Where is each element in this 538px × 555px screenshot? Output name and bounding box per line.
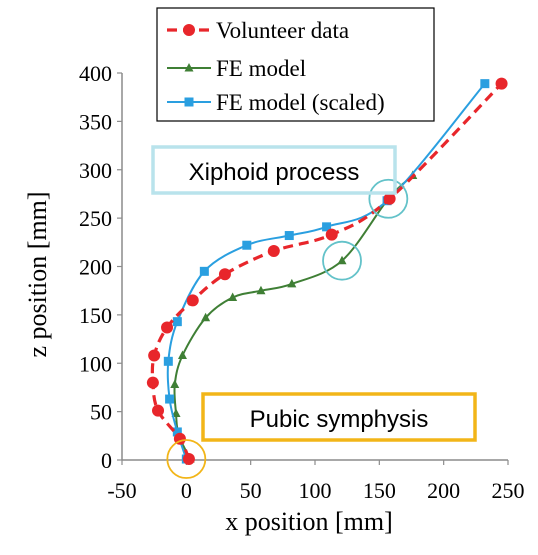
legend-entry-fe-model-scaled: FE model (scaled) bbox=[167, 90, 385, 115]
data-point-fe-model-scaled bbox=[284, 231, 294, 241]
data-point-fe-model-scaled bbox=[172, 427, 182, 437]
legend-label: FE model (scaled) bbox=[216, 90, 385, 115]
data-point-volunteer-data bbox=[186, 294, 199, 307]
data-point-fe-model bbox=[171, 408, 181, 418]
legend-marker bbox=[184, 63, 194, 72]
data-point-volunteer-data bbox=[495, 77, 508, 90]
data-point-fe-model-scaled bbox=[242, 240, 252, 250]
annotation-box bbox=[201, 392, 477, 442]
x-tick-label: 150 bbox=[363, 478, 396, 503]
data-point-volunteer-data bbox=[267, 245, 280, 258]
legend-entry-volunteer-data: Volunteer data bbox=[167, 18, 349, 43]
data-point-volunteer-data bbox=[383, 192, 396, 205]
data-point-fe-model bbox=[256, 285, 266, 295]
data-point-volunteer-data bbox=[325, 228, 338, 241]
y-axis-label: z position [mm] bbox=[23, 191, 52, 357]
data-point-volunteer-data bbox=[182, 453, 195, 466]
x-tick-label: 100 bbox=[299, 478, 332, 503]
x-tick-label: 0 bbox=[181, 478, 192, 503]
y-tick-label: 300 bbox=[79, 158, 112, 183]
series-volunteer-data bbox=[146, 77, 508, 466]
data-point-volunteer-data bbox=[148, 349, 161, 362]
data-point-volunteer-data bbox=[161, 321, 174, 334]
annotation-label: Xiphoid process bbox=[189, 159, 360, 186]
data-point-fe-model-scaled bbox=[163, 356, 173, 366]
data-point-fe-model bbox=[337, 255, 347, 265]
data-point-fe-model bbox=[177, 350, 187, 360]
annotation-layer: Xiphoid process Pubic symphysis bbox=[151, 145, 477, 442]
data-point-fe-model bbox=[287, 278, 297, 288]
highlight-layer bbox=[166, 178, 409, 479]
highlight-circle bbox=[368, 178, 409, 219]
annotation-xiphoid-process: Xiphoid process bbox=[151, 145, 397, 195]
data-point-fe-model-scaled bbox=[199, 266, 209, 276]
x-tick-label: 200 bbox=[427, 478, 460, 503]
y-tick-label: 250 bbox=[79, 206, 112, 231]
series-layer bbox=[146, 77, 508, 466]
highlight-circle bbox=[166, 439, 207, 479]
data-point-volunteer-data bbox=[146, 376, 159, 389]
annotation-pubic-symphysis: Pubic symphysis bbox=[201, 392, 477, 442]
annotation-box bbox=[151, 145, 397, 195]
y-tick-label: 200 bbox=[79, 255, 112, 280]
highlight-circle bbox=[322, 240, 362, 281]
axes-layer: -50 0 50 100 150 200 250 0 50 100 150 200 250 300 350 4… bbox=[23, 61, 525, 536]
y-tick-label: 400 bbox=[79, 61, 112, 86]
data-point-volunteer-data bbox=[218, 268, 231, 281]
y-tick-label: 150 bbox=[79, 303, 112, 328]
data-point-fe-model bbox=[170, 379, 180, 389]
legend-marker bbox=[184, 97, 194, 107]
data-point-fe-model-scaled bbox=[322, 222, 332, 232]
data-point-fe-model bbox=[228, 292, 238, 301]
x-tick-label: 250 bbox=[492, 478, 525, 503]
data-point-fe-model bbox=[201, 312, 211, 322]
x-tick-label: -50 bbox=[107, 478, 136, 503]
data-point-fe-model-scaled bbox=[165, 394, 175, 404]
data-point-fe-model-scaled bbox=[480, 79, 490, 89]
legend-layer: Volunteer data FE model FE model (scaled) bbox=[156, 7, 435, 122]
legend-label: Volunteer data bbox=[216, 18, 349, 43]
x-tick-label: 50 bbox=[240, 478, 262, 503]
y-tick-label: 0 bbox=[101, 448, 112, 473]
y-tick-label: 50 bbox=[90, 400, 112, 425]
data-point-fe-model-scaled bbox=[172, 317, 182, 327]
y-tick-label: 350 bbox=[79, 109, 112, 134]
x-axis-label: x position [mm] bbox=[225, 507, 393, 536]
data-point-volunteer-data bbox=[152, 404, 165, 417]
legend-label: FE model bbox=[216, 56, 306, 81]
legend-entry-fe-model: FE model bbox=[167, 56, 306, 81]
annotation-label: Pubic symphysis bbox=[250, 406, 429, 433]
y-tick-label: 100 bbox=[79, 351, 112, 376]
legend-marker bbox=[183, 24, 195, 36]
